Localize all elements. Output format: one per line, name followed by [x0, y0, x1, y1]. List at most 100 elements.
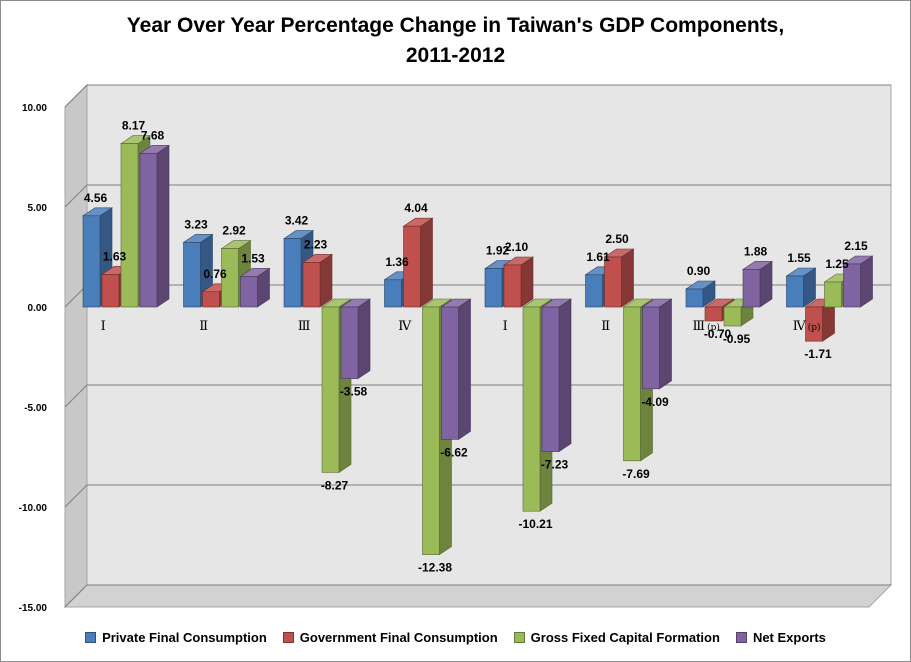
data-label: 7.68: [141, 128, 165, 142]
bar: [641, 298, 673, 390]
bar-side-face: [520, 256, 534, 308]
bar: [742, 260, 773, 308]
legend-item: Government Final Consumption: [282, 630, 498, 645]
y-tick-label: 0.00: [28, 303, 48, 314]
bar: [340, 298, 371, 380]
x-tick-label: Ⅲ (p): [693, 319, 720, 334]
bar-side-face: [659, 298, 672, 390]
chart-title-line-2: 2011-2012: [405, 44, 506, 67]
bar-front-face: [623, 306, 641, 462]
data-label: 3.42: [285, 214, 309, 228]
data-label: 0.76: [203, 267, 227, 281]
bar-front-face: [522, 306, 541, 512]
bar-front-face: [139, 153, 158, 308]
bar-front-face: [422, 306, 440, 555]
gridline: [64, 484, 891, 508]
data-label: 0.90: [687, 264, 711, 278]
bar: [182, 233, 214, 308]
bar-side-face: [860, 255, 873, 308]
bar: [440, 298, 472, 440]
data-label: 4.04: [404, 201, 428, 215]
data-label: 1.88: [744, 244, 768, 258]
chart-legend: Private Final Consumption Government Fina…: [1, 630, 910, 645]
data-label: -1.71: [804, 347, 832, 361]
gridline: [64, 584, 891, 608]
data-label: -12.38: [418, 561, 452, 575]
bar-front-face: [824, 281, 842, 308]
chart-title: Year Over Year Percentage Change in Taiw…: [1, 11, 910, 71]
bar: [804, 298, 836, 342]
data-label: 2.23: [304, 237, 328, 251]
bar-front-face: [503, 264, 522, 308]
legend-item: Gross Fixed Capital Formation: [513, 630, 720, 645]
bar: [842, 255, 874, 308]
x-tick-label: Ⅱ: [199, 319, 208, 334]
plot-back-wall: [86, 84, 892, 586]
chart-title-line-1: Year Over Year Percentage Change in Taiw…: [126, 14, 785, 37]
bar-front-face: [302, 262, 321, 308]
bar-front-face: [585, 274, 603, 308]
bar: [541, 298, 572, 453]
data-label: -4.09: [641, 395, 669, 409]
data-label: 1.36: [385, 255, 409, 269]
gridline: [64, 384, 891, 408]
legend-swatch: [282, 632, 294, 643]
bar-front-face: [843, 263, 861, 308]
bar-side-face: [458, 298, 471, 440]
bar: [785, 267, 817, 308]
bar: [603, 248, 635, 308]
data-label: 1.92: [486, 244, 510, 258]
y-tick-label: 5.00: [28, 203, 48, 214]
y-tick-label: 10.00: [22, 103, 47, 114]
data-label: 4.56: [84, 191, 108, 205]
x-tick-label: Ⅱ: [601, 319, 610, 334]
legend-swatch: [513, 632, 525, 643]
legend-swatch: [735, 632, 747, 643]
bar-front-face: [484, 268, 503, 308]
bar: [685, 280, 716, 308]
data-label: 1.61: [586, 250, 610, 264]
bar-front-face: [82, 215, 101, 308]
data-label: -7.69: [622, 467, 650, 481]
data-label: -3.58: [340, 385, 368, 399]
bar-front-face: [704, 306, 723, 322]
x-tick-label: Ⅰ: [101, 319, 106, 334]
data-label: 2.15: [844, 239, 868, 253]
data-label: -0.95: [723, 332, 751, 346]
data-label: 2.10: [505, 240, 529, 254]
bar: [139, 144, 170, 308]
bar-side-face: [621, 248, 634, 308]
bar-side-face: [357, 298, 371, 380]
x-tick-label: Ⅳ: [398, 319, 412, 334]
bar-front-face: [786, 275, 804, 308]
legend-item: Net Exports: [735, 630, 826, 645]
bar-front-face: [685, 288, 704, 308]
legend-label: Gross Fixed Capital Formation: [530, 630, 720, 645]
bar: [402, 217, 434, 308]
x-tick-label: Ⅰ: [503, 319, 508, 334]
data-label: 1.53: [241, 251, 265, 265]
plot-floor: [63, 584, 893, 608]
y-tick-label: -5.00: [24, 403, 47, 414]
x-tick-sublabel: (p): [808, 322, 821, 333]
y-tick-label: -15.00: [19, 603, 48, 614]
bar-front-face: [120, 143, 139, 308]
bar-side-face: [558, 298, 572, 453]
bar-front-face: [202, 291, 220, 308]
data-label: -6.62: [440, 445, 468, 459]
gridline: [64, 84, 891, 108]
bar-front-face: [642, 306, 660, 390]
bar-front-face: [221, 248, 239, 308]
bar-front-face: [240, 276, 258, 308]
bar: [82, 207, 113, 308]
x-tick-sublabel: (p): [707, 322, 720, 333]
bar-front-face: [183, 242, 201, 308]
bar-front-face: [283, 238, 302, 308]
data-label: -0.70: [704, 327, 732, 341]
legend-swatch: [85, 632, 97, 643]
bar-front-face: [723, 306, 742, 327]
data-label: -8.27: [321, 478, 349, 492]
legend-label: Private Final Consumption: [102, 630, 267, 645]
